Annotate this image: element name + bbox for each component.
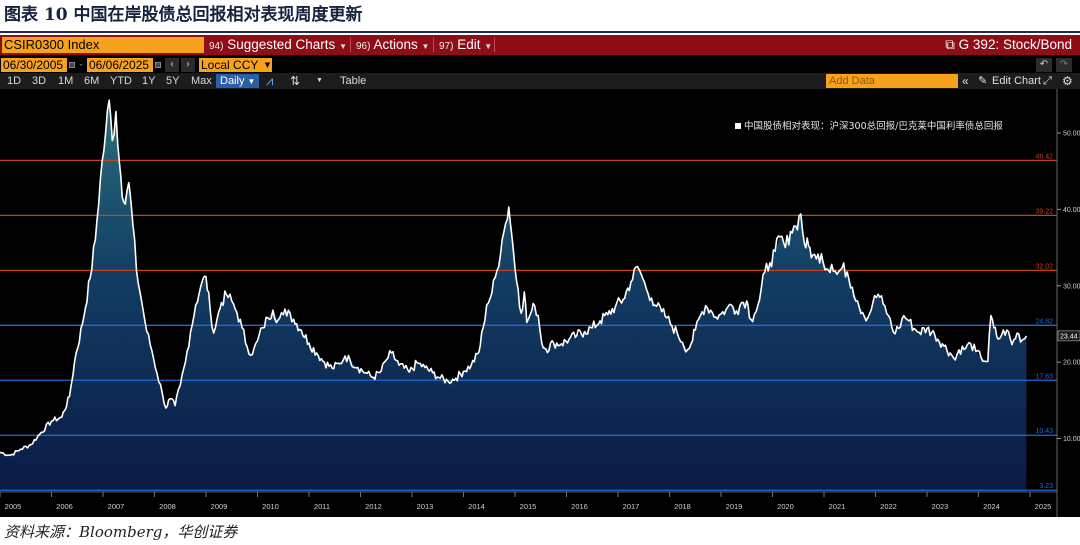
menu-number: 96) (356, 41, 371, 52)
collapse-icon[interactable]: « (962, 74, 969, 88)
undo-icon[interactable]: ↶ (1036, 58, 1052, 72)
x-tick-label: 2009 (211, 502, 228, 511)
range-max[interactable]: Max (191, 75, 212, 87)
chart-settings-icon[interactable]: ⤢ (1043, 75, 1052, 87)
menu-number: 97) (439, 41, 454, 52)
last-value-badge (1057, 330, 1080, 342)
x-tick-label: 2011 (314, 502, 330, 511)
y-tick-label: 30.00 (1063, 283, 1080, 290)
level-label: 10.43 (1035, 428, 1053, 435)
x-tick-label: 2016 (571, 502, 588, 511)
caret-down-icon: ▼ (484, 42, 493, 51)
menu-number: 94) (209, 41, 224, 52)
gear-icon[interactable]: ⚙ (1062, 74, 1073, 88)
x-tick-label: 2006 (56, 502, 73, 511)
caret-down-icon: ▼ (339, 42, 347, 51)
range-1d[interactable]: 1D (7, 75, 22, 87)
x-tick-label: 2020 (777, 502, 794, 511)
x-tick-label: 2024 (983, 502, 1000, 511)
range-1m[interactable]: 1M (58, 75, 74, 87)
x-tick-label: 2025 (1035, 502, 1052, 511)
menu-label: Suggested Charts (227, 37, 336, 52)
next-period-icon[interactable]: › (181, 58, 195, 72)
candlestick-icon[interactable]: ⇅ (290, 74, 301, 88)
caret-down-icon: ▼ (247, 77, 256, 86)
x-tick-label: 2005 (5, 502, 22, 511)
chart-id-label: G 392: Stock/Bond (958, 37, 1072, 52)
pencil-icon[interactable]: ✎ (978, 75, 988, 87)
x-tick-label: 2007 (108, 502, 125, 511)
add-data-input[interactable]: Add Data (826, 74, 958, 88)
stock-bond-chart: 46.42 39.22 32.02 24.82 17.63 10.43 3.23 10.00… (0, 89, 1080, 517)
figure-title: 图表 10 中国在岸股债总回报相对表现周度更新 (4, 5, 363, 25)
legend-label: 中国股债相对表现：沪深300总回报/巴克莱中国利率债总回报 (744, 120, 1003, 132)
chart-id[interactable]: ⧉ G 392: Stock/Bond (945, 35, 1072, 55)
prev-period-icon[interactable]: ‹ (165, 58, 179, 72)
y-tick-label: 10.00 (1063, 436, 1080, 443)
calendar-icon[interactable] (69, 62, 75, 68)
x-tick-label: 2019 (726, 502, 743, 511)
table-button[interactable]: Table (340, 75, 367, 87)
end-date-field[interactable]: 06/06/2025 (87, 58, 153, 72)
y-tick-label: 40.00 (1063, 207, 1080, 214)
range-5y[interactable]: 5Y (166, 75, 180, 87)
level-label: 3.23 (1039, 483, 1053, 490)
series-area (0, 100, 1027, 492)
caret-down-icon[interactable]: ▼ (316, 77, 323, 84)
ticker-field[interactable]: CSIR0300 Index (2, 37, 204, 53)
edit-chart-button[interactable]: Edit Chart (992, 75, 1041, 87)
x-tick-label: 2008 (159, 502, 176, 511)
currency-select[interactable]: Local CCY (199, 58, 263, 72)
level-label: 32.02 (1035, 263, 1053, 270)
menu-divider (433, 38, 434, 52)
x-tick-label: 2018 (674, 502, 691, 511)
bloomberg-terminal: CSIR0300 Index 94) Suggested Charts ▼ 96… (0, 35, 1080, 517)
calendar-icon[interactable] (155, 62, 161, 68)
x-tick-label: 2017 (623, 502, 640, 511)
redo-icon[interactable]: ↷ (1056, 58, 1072, 72)
x-tick-label: 2014 (468, 502, 485, 511)
x-tick-label: 2013 (417, 502, 434, 511)
x-tick-label: 2010 (262, 502, 279, 511)
x-tick-label: 2015 (520, 502, 537, 511)
suggested-charts-menu[interactable]: 94) Suggested Charts ▼ (209, 35, 347, 55)
x-tick-label: 2022 (880, 502, 897, 511)
frequency-select[interactable]: Daily ▼ (216, 74, 260, 88)
x-tick-label: 2021 (829, 502, 846, 511)
range-3d[interactable]: 3D (32, 75, 47, 87)
range-1y[interactable]: 1Y (142, 75, 156, 87)
x-tick-label: 2012 (365, 502, 382, 511)
last-value-label: 23.44 (1060, 333, 1078, 340)
series-line (0, 99, 1028, 457)
level-label: 17.63 (1035, 373, 1053, 380)
level-label: 24.82 (1035, 318, 1053, 325)
chart-area[interactable]: 46.42 39.22 32.02 24.82 17.63 10.43 3.23 10.00… (0, 89, 1080, 517)
caret-down-icon[interactable]: ▼ (263, 58, 272, 72)
range-ytd[interactable]: YTD (110, 75, 132, 87)
x-tick-label: 2023 (932, 502, 949, 511)
y-tick-label: 20.00 (1063, 360, 1080, 367)
menu-label: Edit (457, 37, 481, 52)
caret-down-icon: ▼ (421, 42, 430, 51)
title-divider (0, 31, 1080, 33)
actions-menu[interactable]: 96) Actions ▼ (356, 35, 429, 55)
start-date-field[interactable]: 06/30/2005 (1, 58, 67, 72)
menu-divider (494, 38, 495, 52)
range-toolbar: 1D 3D 1M 6M YTD 1Y 5Y Max Daily ▼ ⩘ ⇅ ▼ … (0, 73, 1080, 89)
level-label: 46.42 (1035, 153, 1053, 160)
command-bar: CSIR0300 Index 94) Suggested Charts ▼ 96… (0, 35, 1080, 55)
legend-swatch (735, 123, 741, 129)
y-tick-label: 50.00 (1063, 131, 1080, 138)
source-note: 资料来源：Bloomberg，华创证券 (4, 523, 238, 541)
line-chart-icon[interactable]: ⩘ (266, 73, 274, 88)
level-label: 39.22 (1035, 208, 1053, 215)
date-bar: 06/30/2005 - 06/06/2025 ‹ › Local CCY ▼ … (0, 56, 1080, 73)
pop-out-icon[interactable]: ⧉ (945, 37, 955, 52)
date-range-dash: - (77, 58, 85, 72)
range-6m[interactable]: 6M (84, 75, 100, 87)
menu-label: Actions (373, 37, 418, 52)
edit-menu[interactable]: 97) Edit ▼ (439, 35, 492, 55)
frequency-label: Daily (220, 75, 245, 87)
menu-divider (350, 38, 351, 52)
